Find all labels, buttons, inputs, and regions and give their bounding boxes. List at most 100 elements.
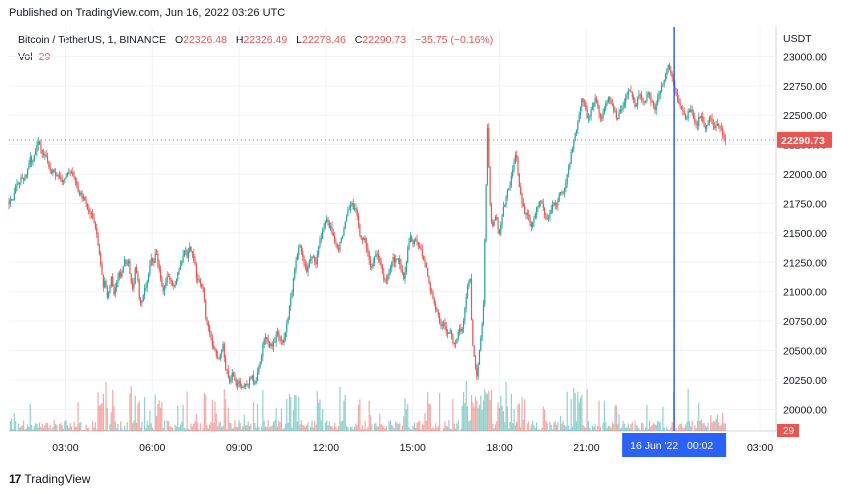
volume-bar: [347, 426, 349, 431]
candle-body: [696, 124, 699, 126]
volume-bar: [151, 427, 154, 431]
candle-body: [231, 373, 233, 380]
volume-bar: [626, 426, 628, 431]
volume-bar: [159, 407, 162, 431]
candle-body: [327, 219, 329, 223]
candle-body: [650, 95, 652, 102]
candle-body: [120, 272, 122, 277]
candle-body: [270, 343, 272, 346]
candle-body: [262, 344, 264, 357]
volume-bar: [96, 429, 98, 431]
candle-body: [16, 184, 18, 187]
candle-body: [492, 221, 494, 227]
volume-bar: [489, 400, 491, 431]
volume-bar: [550, 424, 552, 431]
volume-bar: [537, 430, 539, 431]
volume-bar: [113, 406, 115, 431]
candle-body: [96, 227, 98, 234]
candle-body: [703, 122, 705, 127]
volume-bar: [64, 421, 66, 431]
volume-bar: [195, 414, 197, 431]
candle-body: [229, 377, 231, 383]
volume-label[interactable]: Vol: [18, 51, 33, 63]
volume-bar: [528, 421, 530, 431]
candle-body: [209, 326, 211, 333]
candle-body: [433, 298, 435, 304]
volume-bar: [715, 418, 717, 431]
open-label: O: [174, 34, 184, 46]
candle-body: [477, 364, 479, 377]
volume-bar: [623, 423, 625, 431]
volume-bar: [453, 423, 455, 431]
candle-body: [484, 240, 486, 305]
candle-body: [537, 206, 539, 208]
volume-bar: [383, 426, 385, 431]
candle-body: [205, 300, 207, 318]
candle-body: [138, 280, 140, 299]
candle-body: [129, 260, 131, 274]
candle-body: [100, 253, 102, 264]
candle-body: [24, 176, 26, 181]
volume-bar: [334, 423, 336, 431]
candle-body: [363, 237, 365, 241]
volume-bar: [561, 423, 563, 431]
volume-bar: [129, 393, 131, 431]
candle-body: [155, 253, 158, 255]
candle-body: [53, 169, 55, 173]
volume-bar: [116, 428, 118, 431]
volume-bar: [177, 405, 179, 431]
candle-body: [290, 297, 292, 307]
volume-bar: [688, 421, 691, 431]
candle-body: [594, 98, 596, 103]
candle-body: [450, 330, 453, 336]
volume-bar: [146, 420, 148, 431]
volume-bar: [547, 430, 550, 431]
candle-body: [165, 282, 167, 287]
symbol-label[interactable]: Bitcoin / TetherUS, 1, BINANCE: [18, 34, 167, 46]
candle-body: [125, 259, 127, 264]
volume-bar: [421, 424, 423, 431]
time-axis[interactable]: 03:00 06:00 09:00 12:00 15:00 18:00 21:00 03:00: [52, 442, 773, 454]
volume-bar: [20, 426, 22, 431]
candle-body: [598, 105, 600, 115]
footer-brand[interactable]: 17 TradingView: [9, 472, 90, 486]
volume-bar: [356, 425, 358, 431]
volume-bar: [276, 426, 279, 431]
volume-bar: [700, 419, 703, 431]
volume-bar: [102, 393, 104, 431]
candle-body: [575, 129, 578, 134]
candle-body: [465, 297, 467, 309]
candle-body: [330, 226, 332, 228]
volume-bar: [33, 426, 35, 431]
volume-bar: [664, 430, 667, 431]
candle-body: [412, 241, 414, 245]
volume-bar: [469, 420, 471, 431]
volume-bar: [630, 424, 632, 431]
candle-body: [634, 101, 636, 107]
candle-body: [676, 92, 679, 99]
volume-bar: [19, 427, 21, 431]
candle-body: [651, 101, 653, 103]
candle-body: [529, 216, 531, 224]
volume-bar: [323, 430, 325, 431]
volume-bar: [534, 428, 536, 431]
candle-body: [652, 102, 655, 107]
candle-body: [77, 184, 79, 193]
volume-bar: [570, 398, 572, 431]
candle-body: [21, 177, 23, 179]
candle-body: [38, 141, 41, 144]
candle-body: [141, 301, 143, 304]
x-tick-label: 18:00: [486, 442, 512, 454]
volume-bar: [202, 428, 204, 431]
candle-body: [494, 217, 497, 221]
candle-body: [189, 246, 191, 252]
volume-bar: [466, 406, 469, 431]
volume-bar: [359, 399, 361, 431]
volume-bar: [501, 405, 503, 431]
open-value: 22326.48: [183, 34, 227, 46]
volume-bar: [78, 422, 81, 431]
price-axis[interactable]: USDT 23000.0022750.0022500.0022250.00220…: [783, 33, 827, 416]
volume-bar: [675, 427, 677, 431]
candle-body: [94, 223, 96, 228]
